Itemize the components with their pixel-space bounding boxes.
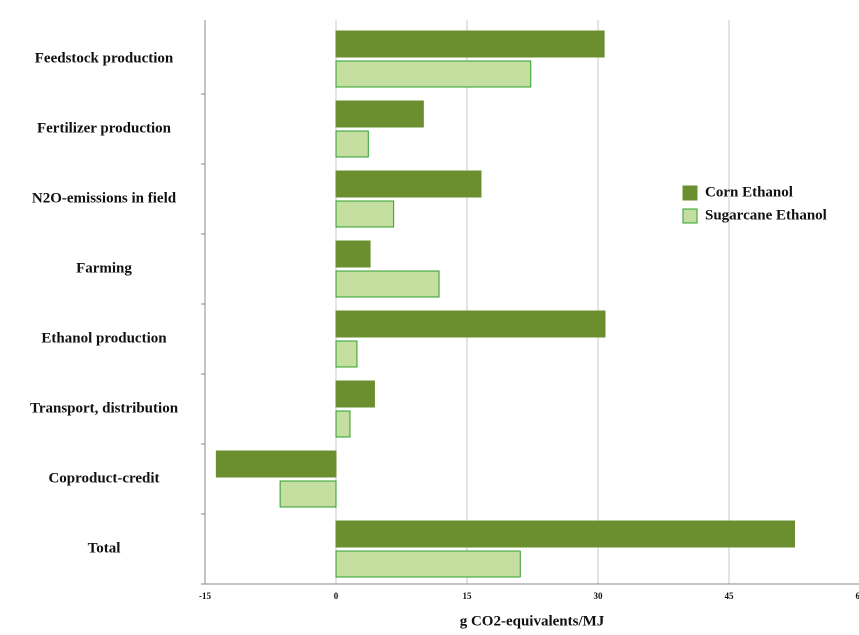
legend-label: Corn Ethanol <box>705 184 793 200</box>
bar <box>335 130 369 158</box>
bar <box>335 170 482 198</box>
bar <box>335 240 371 268</box>
bar <box>335 310 606 338</box>
legend-label: Sugarcane Ethanol <box>705 207 827 223</box>
y-tick-label: N2O-emissions in field <box>32 190 177 206</box>
bar <box>279 480 337 508</box>
bar <box>215 450 337 478</box>
bar <box>335 520 795 548</box>
x-tick-label: 0 <box>334 591 339 601</box>
bar <box>335 30 605 58</box>
bar <box>335 380 375 408</box>
y-tick-label: Transport, distribution <box>30 400 179 416</box>
y-tick-label: Farming <box>76 260 132 276</box>
bar <box>335 100 424 128</box>
legend-swatch <box>682 185 698 201</box>
x-tick-label: 45 <box>725 591 735 601</box>
y-tick-label: Feedstock production <box>35 50 174 66</box>
y-tick-label: Coproduct-credit <box>48 470 159 486</box>
x-axis-label: g CO2-equivalents/MJ <box>460 613 605 629</box>
y-tick-label: Total <box>88 540 121 556</box>
x-tick-label: 60 <box>856 591 859 601</box>
bar <box>335 270 440 298</box>
bar <box>335 410 351 438</box>
x-tick-label: -15 <box>199 591 211 601</box>
bar <box>335 340 358 368</box>
x-tick-label: 15 <box>463 591 473 601</box>
bar <box>335 200 395 228</box>
bar <box>335 550 521 578</box>
y-tick-label: Ethanol production <box>41 330 167 346</box>
x-tick-label: 30 <box>594 591 604 601</box>
bar <box>335 60 532 88</box>
y-tick-label: Fertilizer production <box>37 120 172 136</box>
legend-swatch <box>682 208 698 224</box>
